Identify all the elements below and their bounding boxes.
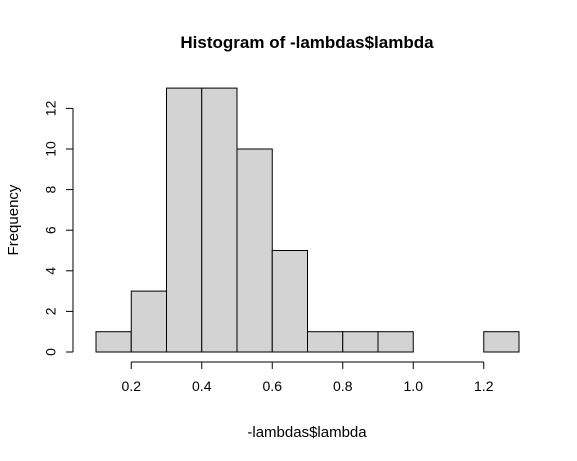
histogram-bar (342, 331, 379, 353)
x-tick-label: 1.2 (474, 378, 494, 394)
x-tick-label: 0.4 (192, 378, 212, 394)
y-tick-label: 6 (43, 226, 59, 234)
y-tick-label: 8 (43, 185, 59, 193)
y-tick-label: 10 (43, 141, 59, 157)
histogram-bars (95, 87, 520, 353)
histogram-bar (483, 331, 520, 353)
histogram-bar (307, 331, 344, 353)
y-axis: 0 2 4 6 8 10 12 (43, 100, 74, 356)
x-axis-label: -lambdas$lambda (247, 424, 367, 441)
x-tick-label: 0.2 (122, 378, 142, 394)
x-axis: 0.2 0.4 0.6 0.8 1.0 1.2 (122, 361, 494, 394)
x-tick-label: 0.6 (263, 378, 283, 394)
histogram-bar (377, 331, 414, 353)
y-tick-label: 2 (43, 307, 59, 315)
y-tick-label: 12 (43, 100, 59, 116)
histogram-bar (236, 148, 273, 353)
x-tick-label: 1.0 (404, 378, 424, 394)
y-tick-label: 4 (43, 267, 59, 275)
y-axis-label: Frequency (5, 184, 22, 255)
chart-title: Histogram of -lambdas$lambda (180, 33, 434, 52)
histogram-bar (166, 87, 203, 353)
x-tick-label: 0.8 (333, 378, 353, 394)
histogram-bar (201, 87, 238, 353)
histogram-bar (95, 331, 132, 353)
histogram-bar (271, 250, 308, 353)
y-tick-label: 0 (43, 348, 59, 356)
histogram-bar (130, 290, 167, 353)
